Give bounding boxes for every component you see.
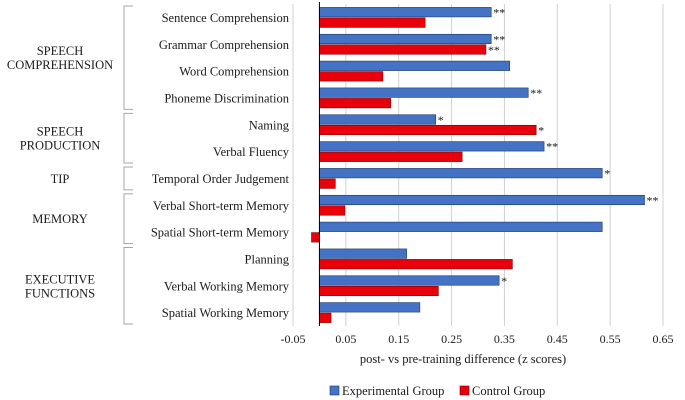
significance-marker: **	[546, 140, 558, 154]
significance-marker: **	[493, 5, 505, 19]
x-tick-label: 0.55	[600, 332, 621, 346]
bar-experimental	[319, 248, 407, 259]
group-bracket	[123, 112, 133, 164]
bar-experimental	[319, 7, 492, 18]
significance-marker: *	[538, 123, 544, 137]
bar-experimental	[319, 302, 421, 313]
bar-control	[311, 232, 320, 243]
x-tick-label: -0.05	[281, 332, 306, 346]
x-tick-label: 0.05	[335, 332, 356, 346]
group-bracket	[123, 166, 133, 191]
legend-label: Experimental Group	[342, 384, 444, 398]
bar-experimental	[319, 33, 492, 45]
group-label: PRODUCTION	[20, 139, 101, 153]
significance-marker: **	[647, 193, 659, 207]
category-label: Verbal Fluency	[213, 145, 290, 159]
significance-marker: **	[488, 43, 500, 57]
bar-experimental	[319, 141, 545, 152]
bar-experimental	[319, 60, 511, 71]
bar-experimental	[319, 168, 603, 179]
significance-marker: *	[501, 274, 507, 288]
x-tick-label: 0.45	[547, 332, 568, 346]
group-label: COMPREHENSION	[7, 58, 113, 72]
category-label: Verbal Working Memory	[164, 279, 290, 293]
category-label: Verbal Short-term Memory	[153, 199, 290, 213]
group-label: SPEECH	[37, 44, 84, 58]
significance-marker: **	[493, 32, 505, 46]
bar-experimental	[319, 87, 529, 98]
group-bracket	[123, 193, 133, 244]
category-label: Word Comprehension	[179, 65, 289, 79]
bar-control	[319, 124, 537, 136]
legend-swatch-control	[459, 385, 470, 396]
category-label: Temporal Order Judgement	[152, 172, 290, 186]
significance-marker: *	[438, 113, 444, 127]
category-label: Spatial Working Memory	[162, 306, 290, 320]
bar-control	[319, 285, 439, 297]
bar-experimental	[319, 275, 500, 286]
x-axis-title: post- vs pre-training difference (z scor…	[360, 352, 566, 366]
bar-control	[319, 178, 336, 189]
bar-control	[319, 98, 392, 109]
category-label: Planning	[245, 252, 290, 266]
bar-control	[319, 17, 426, 28]
x-tick-label: 0.15	[388, 332, 409, 346]
category-label: Phoneme Discrimination	[164, 91, 289, 105]
category-label: Spatial Short-term Memory	[151, 226, 290, 240]
bar-control	[319, 312, 332, 323]
legend-label: Control Group	[472, 384, 545, 398]
category-label: Grammar Comprehension	[159, 38, 290, 52]
bar-control	[319, 71, 384, 82]
bar-control	[319, 151, 463, 162]
category-label: Sentence Comprehension	[162, 11, 290, 25]
bar-control	[319, 44, 487, 55]
bar-experimental	[319, 194, 645, 206]
group-bracket	[123, 5, 133, 110]
significance-marker: **	[530, 86, 542, 100]
legend-swatch-experimental	[329, 385, 340, 396]
significance-marker: *	[604, 166, 610, 180]
x-tick-label: 0.65	[653, 332, 674, 346]
group-label: EXECUTIVE	[25, 272, 95, 286]
bar-control	[319, 205, 346, 216]
group-label: SPEECH	[37, 125, 84, 139]
bar-experimental	[319, 221, 603, 232]
category-label: Naming	[249, 118, 290, 132]
group-label: FUNCTIONS	[25, 286, 95, 300]
x-tick-label: 0.35	[494, 332, 515, 346]
group-label: TIP	[51, 172, 70, 186]
group-bracket	[123, 247, 133, 325]
bar-control	[319, 259, 513, 270]
group-label: MEMORY	[32, 212, 88, 226]
bar-experimental	[319, 114, 437, 125]
x-tick-label: 0.25	[441, 332, 462, 346]
